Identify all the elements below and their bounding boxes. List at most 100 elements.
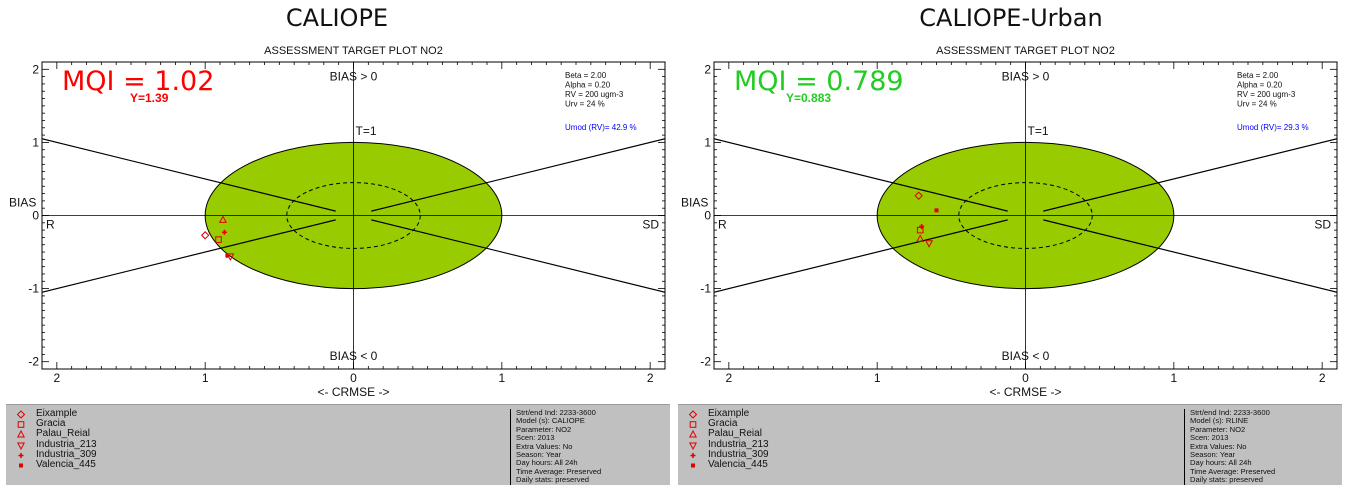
point-industria-309: [919, 223, 925, 229]
legend-item: Eixample: [16, 408, 97, 419]
param-line: Alpha = 0.20: [565, 81, 611, 90]
legend-marker: [19, 463, 23, 468]
data-points: [200, 215, 235, 261]
param-line: Urv = 24 %: [565, 100, 605, 109]
x-axis-label: <- CRMSE ->: [989, 385, 1061, 399]
point-eixample: [914, 191, 923, 200]
y-value: Y=1.39: [130, 91, 169, 105]
legend-marker: [16, 410, 26, 419]
param-line: Beta = 2.00: [1237, 71, 1279, 80]
point-gracia: [916, 226, 924, 234]
legend-marker: [17, 421, 25, 429]
target-label: T=1: [356, 124, 377, 138]
legend-panel: Eixample Gracia Palau_Reial Industria_213 In…: [6, 404, 670, 485]
legend-divider: [1184, 409, 1185, 485]
sd-label: SD: [1314, 218, 1331, 232]
info-line: Extra Values: No: [1190, 441, 1247, 451]
bias-positive-label: BIAS > 0: [330, 69, 378, 83]
x-axis-label: <- CRMSE ->: [317, 385, 389, 399]
param-line: Urv = 24 %: [1237, 100, 1277, 109]
legend-item: Eixample: [688, 408, 769, 419]
y-tick-label: 2: [32, 62, 39, 76]
legend-marker: [691, 463, 695, 468]
legend-label: Gracia: [36, 418, 66, 430]
info-line: Model (s): RLINE: [1190, 416, 1249, 426]
x-tick-label: 2: [1319, 371, 1326, 385]
diamond-marker-icon: [16, 410, 26, 419]
info-line: Strt/end Ind: 2233-3600: [1190, 408, 1270, 417]
legend-item: Valencia_445: [16, 459, 97, 470]
panel-heading: CALIOPE: [285, 4, 389, 32]
legend-marker: [688, 410, 698, 419]
legend-item: Gracia: [688, 419, 769, 429]
plot-area: [42, 62, 665, 369]
param-line: Beta = 2.00: [565, 71, 607, 80]
diagonal-line: [371, 138, 665, 212]
r-label: R: [718, 218, 727, 232]
point-industria-309: [221, 229, 227, 235]
y-tick-label: -2: [28, 355, 39, 369]
y-tick-label: -1: [700, 282, 711, 296]
diagonal-line: [714, 219, 1008, 293]
info-line: Extra Values: No: [516, 441, 573, 451]
y-axis-label: BIAS: [9, 196, 36, 210]
legend-marker: [16, 430, 26, 438]
legend-label: Industria_213: [36, 438, 97, 450]
x-tick-label: 0: [350, 371, 357, 385]
param-line: RV = 200 ugm-3: [1237, 90, 1296, 99]
point-industria-213: [925, 240, 934, 248]
legend-marker: [18, 452, 24, 458]
y-tick-label: 1: [704, 135, 711, 149]
legend-item: Gracia: [16, 419, 97, 429]
x-tick-label: 2: [647, 371, 654, 385]
triangle-down-marker-icon: [16, 442, 26, 450]
legend-label: Palau_Reial: [708, 428, 762, 440]
info-line: Day hours: All 24h: [1190, 458, 1252, 468]
umod-value: Umod (RV)= 29.3 %: [1237, 123, 1309, 132]
y-tick-label: 2: [704, 62, 711, 76]
y-value: Y=0.883: [786, 91, 831, 105]
bias-negative-label: BIAS < 0: [1002, 349, 1050, 363]
legend-marker: [690, 452, 696, 458]
legend-item: Industria_309: [16, 449, 97, 460]
legend-item: Industria_213: [688, 439, 769, 450]
x-tick-label: 2: [725, 371, 732, 385]
square-marker-icon: [17, 421, 25, 429]
r-label: R: [46, 218, 55, 232]
x-tick-label: 2: [53, 371, 60, 385]
point-valencia-445: [934, 208, 939, 213]
info-line: Daily stats: preserved: [516, 475, 590, 485]
diamond-marker-icon: [688, 410, 698, 419]
y-axis-label: BIAS: [681, 196, 708, 210]
info-line: Scen: 2013: [516, 433, 555, 443]
point-gracia: [215, 236, 222, 243]
legend-label: Eixample: [36, 408, 78, 419]
legend-marker: [16, 442, 26, 450]
legend-item: Palau_Reial: [16, 429, 97, 439]
point-palau-reial: [916, 234, 925, 242]
data-points: [914, 191, 939, 248]
station-legend: Eixample Gracia Palau_Reial Industria_213 In…: [688, 408, 769, 470]
info-line: Day hours: All 24h: [516, 458, 578, 468]
legend-item: Industria_309: [688, 449, 769, 460]
legend-divider: [510, 409, 511, 485]
x-tick-label: 1: [874, 371, 881, 385]
legend-marker: [688, 442, 698, 450]
legend-item: Palau_Reial: [688, 429, 769, 439]
diagonal-line: [714, 138, 1008, 212]
legend-panel: Eixample Gracia Palau_Reial Industria_213 In…: [678, 404, 1342, 485]
bias-negative-label: BIAS < 0: [330, 349, 378, 363]
plus-marker-icon: [18, 452, 24, 458]
x-tick-label: 0: [1022, 371, 1029, 385]
plot-title: ASSESSMENT TARGET PLOT NO2: [264, 45, 443, 57]
run-info: Strt/end Ind: 2233-3600 Model (s): RLINE P…: [1190, 408, 1275, 485]
station-legend: Eixample Gracia Palau_Reial Industria_213 In…: [16, 408, 97, 470]
y-tick-label: 0: [704, 209, 711, 223]
info-line: Strt/end Ind: 2233-3600: [516, 408, 596, 417]
dot-marker-icon: [19, 463, 23, 468]
info-line: Parameter: NO2: [516, 424, 572, 434]
sd-label: SD: [642, 218, 659, 232]
diagonal-line: [42, 219, 336, 293]
umod-value: Umod (RV)= 42.9 %: [565, 123, 637, 132]
plus-marker-icon: [690, 452, 696, 458]
